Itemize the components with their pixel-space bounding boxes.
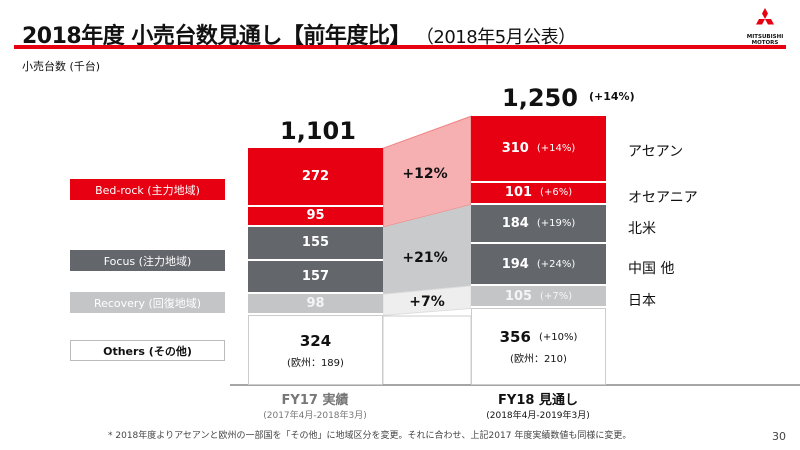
legend-focus: Focus (注力地域)	[70, 250, 225, 271]
segment-change: (+14%)	[536, 143, 576, 155]
bar-segment: 101 (+6%)	[471, 182, 606, 205]
x-label-fy18: FY18 見通し (2018年4月-2019年3月)	[458, 389, 618, 421]
change-recovery: +7%	[409, 294, 445, 310]
region-china: 中国 他	[628, 261, 675, 277]
bar-segment: 356 (+10%) (欧州：210)	[471, 308, 606, 385]
segment-sub: (欧州：210)	[510, 354, 567, 366]
segment-value: 310	[501, 141, 529, 157]
page-title: 2018年度 小売台数見通し【前年度比】 （2018年5月公表）	[22, 18, 576, 50]
segment-value: 105	[504, 288, 533, 304]
bar-segment: 310 (+14%)	[471, 116, 606, 183]
flow-others	[382, 315, 472, 386]
region-north-america: 北米	[628, 221, 656, 237]
title-subtitle: （2018年5月公表）	[424, 27, 576, 48]
region-oceania: オセアニア	[628, 190, 698, 206]
x-label-fy18-period: (2018年4月-2019年3月)	[486, 411, 590, 421]
bar-segment: 184 (+19%)	[471, 204, 606, 245]
mitsubishi-logo: MITSUBISHI MOTORS	[740, 8, 790, 46]
segment-value: 184	[501, 215, 529, 231]
bar-segment: 272	[248, 148, 383, 207]
total-fy17: 1,101	[280, 117, 356, 145]
title-rule	[14, 45, 786, 49]
total-change-fy18: (+14%)	[589, 90, 635, 103]
unit-label: 小売台数 (千台)	[22, 60, 101, 73]
bar-segment: 98	[248, 294, 383, 316]
segment-value: 98	[306, 296, 325, 312]
flow-focus	[383, 204, 471, 295]
bar-segment: 324 (欧州：189)	[248, 315, 383, 385]
legend-bed-rock: Bed-rock (主力地域)	[70, 179, 225, 200]
segment-value: 324	[299, 331, 332, 350]
segment-sub: (欧州：189)	[287, 357, 344, 369]
segment-value: 101	[504, 185, 533, 201]
bar-segment: 194 (+24%)	[471, 244, 606, 286]
segment-change: (+7%)	[540, 290, 573, 302]
segment-value: 95	[306, 208, 325, 224]
bar-segment: 105 (+7%)	[471, 285, 606, 309]
segment-change: (+24%)	[536, 258, 576, 270]
x-label-fy17: FY17 実績 (2017年4月-2018年3月)	[235, 389, 395, 421]
bar-segment: 95	[248, 206, 383, 228]
segment-value: 356	[499, 328, 531, 347]
change-bed-rock: +12%	[402, 166, 448, 182]
segment-change: (+10%)	[538, 331, 578, 343]
change-focus: +21%	[402, 250, 448, 266]
three-diamonds-icon	[756, 8, 774, 25]
bar-segment: 157	[248, 260, 383, 295]
x-label-fy18-title: FY18 見通し	[498, 393, 578, 408]
total-fy18: 1,250	[502, 84, 578, 112]
segment-change: (+19%)	[536, 217, 576, 229]
x-label-fy17-period: (2017年4月-2018年3月)	[263, 411, 367, 421]
footnote: * 2018年度よりアセアンと欧州の一部国を「その他」に地域区分を変更。それに合…	[108, 431, 632, 441]
title-text: 2018年度 小売台数見通し【前年度比】	[22, 24, 411, 49]
page-number: 30	[772, 430, 786, 443]
segment-value: 194	[501, 256, 529, 272]
x-label-fy17-title: FY17 実績	[281, 393, 349, 408]
legend-recovery: Recovery (回復地域)	[70, 292, 225, 313]
region-japan: 日本	[628, 293, 656, 309]
segment-value: 157	[301, 268, 330, 284]
bar-segment: 155	[248, 227, 383, 261]
legend-others: Others (その他)	[70, 340, 225, 361]
segment-value: 155	[301, 235, 330, 251]
segment-change: (+6%)	[540, 187, 573, 199]
region-asean: アセアン	[628, 144, 684, 160]
segment-value: 272	[301, 169, 330, 185]
